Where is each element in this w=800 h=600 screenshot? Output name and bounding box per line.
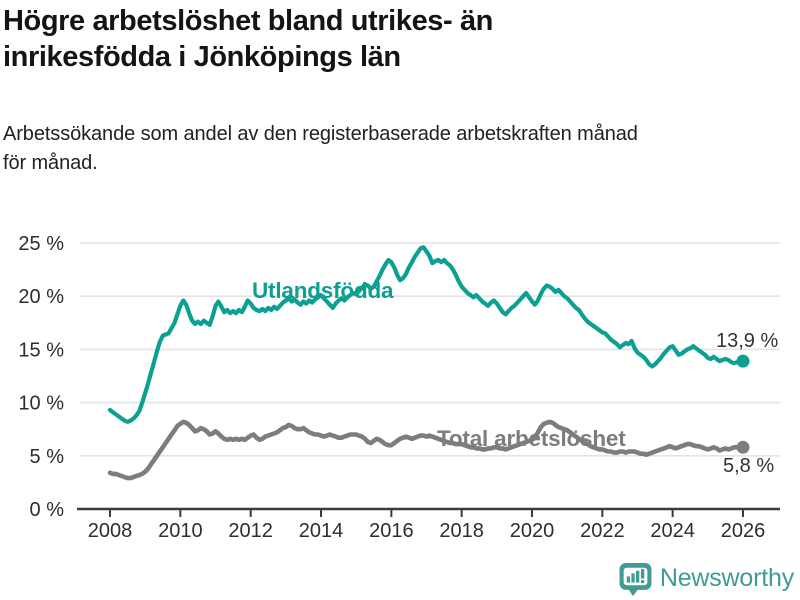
series-line-utlandsfodda xyxy=(107,245,746,424)
page-title: Högre arbetslöshet bland utrikes- än inr… xyxy=(3,3,797,75)
y-axis-tick-label: 15 % xyxy=(18,339,64,361)
y-axis-tick-label: 10 % xyxy=(18,393,64,415)
x-axis-tick-label: 2014 xyxy=(299,520,344,542)
x-axis-tick-label: 2022 xyxy=(580,520,625,542)
x-axis-tick-label: 2026 xyxy=(721,520,766,542)
unemployment-line-chart: 0 % 5 % 10 % 15 % 20 % 25 % 2008 2010 2012 2014 20… xyxy=(18,233,780,542)
y-axis-tick-label: 25 % xyxy=(18,233,64,255)
series-line-total xyxy=(107,419,746,481)
x-axis-tick-label: 2024 xyxy=(650,520,695,542)
subtitle-line-1: Arbetssökande som andel av den registerb… xyxy=(3,123,638,145)
series-end-value-label: 5,8 % xyxy=(723,455,774,477)
chart-header: Högre arbetslöshet bland utrikes- än inr… xyxy=(3,3,797,178)
x-axis-tick-label: 2018 xyxy=(439,520,484,542)
subtitle-line-2: för månad. xyxy=(3,152,98,174)
x-axis-tick-label: 2016 xyxy=(369,520,414,542)
x-axis-tick-label: 2008 xyxy=(88,520,133,542)
y-axis-tick-label: 0 % xyxy=(30,499,65,521)
x-axis-tick-label: 2012 xyxy=(228,520,273,542)
series-end-value-label: 13,9 % xyxy=(716,330,778,352)
x-axis-tick-label: 2010 xyxy=(158,520,203,542)
series-end-dot xyxy=(736,354,750,368)
series-label: Total arbetslöshet xyxy=(437,426,626,451)
title-line-1: Högre arbetslöshet bland utrikes- än xyxy=(3,5,493,37)
series-end-dot xyxy=(736,440,750,454)
y-axis-tick-label: 5 % xyxy=(30,446,65,468)
newsworthy-wordmark: Newsworthy xyxy=(659,564,794,592)
newsworthy-icon xyxy=(619,563,652,596)
x-axis-tick-label: 2020 xyxy=(510,520,555,542)
series-label: Utlandsfödda xyxy=(252,278,394,303)
y-axis-tick-label: 20 % xyxy=(18,286,64,308)
chart-subtitle: Arbetssökande som andel av den registerb… xyxy=(3,120,797,178)
newsworthy-logo-link[interactable]: Newsworthy xyxy=(619,561,794,596)
title-line-2: inrikesfödda i Jönköpings län xyxy=(3,41,401,73)
